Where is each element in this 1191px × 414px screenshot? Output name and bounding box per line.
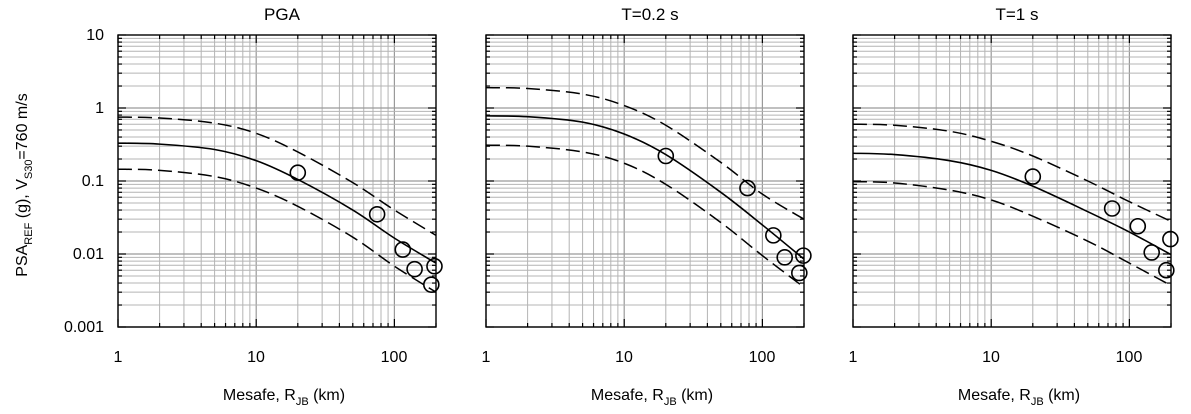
panel-pga: PGA 1 10 100 Mesafe, RJB (km): [114, 5, 443, 408]
bound-curve: [117, 168, 437, 293]
panel-title: T=1 s: [996, 5, 1039, 24]
observation-point: [394, 241, 412, 258]
observation-point: [657, 147, 675, 165]
y-label-sub2: S30: [23, 160, 35, 180]
observation-point: [1162, 230, 1179, 248]
plot-area: [852, 34, 1179, 328]
x-label-tail: (km): [309, 387, 345, 404]
observation-point: [1024, 168, 1042, 185]
x-label-sub: JB: [296, 396, 309, 408]
observation-point: [791, 264, 808, 282]
observation-point: [1103, 200, 1121, 217]
observation-point: [368, 205, 386, 223]
panel-t02: T=0.2 s 1 10 100 Mesafe, RJB (km): [482, 5, 812, 408]
x-tick-label: 100: [1116, 349, 1143, 366]
observation-point: [426, 257, 443, 275]
x-label-sub: JB: [1031, 396, 1044, 408]
x-label-main: Mesafe, R: [958, 387, 1031, 404]
observation-point: [1158, 261, 1175, 279]
observation-point: [406, 260, 423, 278]
x-label-main: Mesafe, R: [591, 387, 664, 404]
panel-title: T=0.2 s: [621, 5, 678, 24]
x-tick-label: 1: [849, 349, 858, 366]
y-tick-label: 0.001: [64, 319, 104, 336]
observation-point: [1129, 217, 1147, 235]
x-tick-label: 100: [749, 349, 776, 366]
x-tick-label: 10: [982, 349, 1000, 366]
bound-curve: [117, 116, 437, 237]
bound-curve: [485, 86, 805, 220]
x-label-tail: (km): [677, 387, 713, 404]
x-tick-label: 1: [482, 349, 491, 366]
panel-title: PGA: [264, 5, 301, 24]
x-axis-label: Mesafe, RJB (km): [591, 387, 713, 408]
panel-t1: T=1 s 1 10 100 Mesafe, RJB (km): [849, 5, 1179, 408]
x-tick-label: 10: [247, 349, 265, 366]
observation-point: [423, 276, 440, 293]
x-label-main: Mesafe, R: [223, 387, 296, 404]
median-curve: [852, 152, 1172, 256]
observation-point: [289, 164, 307, 181]
plot-area: [117, 34, 443, 328]
median-curve: [117, 142, 437, 264]
x-label-tail: (km): [1044, 387, 1080, 404]
y-tick-label: 10: [86, 27, 104, 44]
y-label-tail: =760 m/s: [14, 93, 31, 159]
bound-curve: [852, 180, 1172, 287]
median-curve: [485, 115, 805, 260]
y-tick-label: 0.1: [82, 173, 104, 190]
y-axis-label: PSAREF (g), VS30=760 m/s: [14, 93, 35, 276]
bound-curve: [852, 123, 1172, 223]
x-tick-label: 100: [381, 349, 408, 366]
y-label-sub1: REF: [23, 222, 35, 244]
x-tick-label: 1: [114, 349, 123, 366]
observation-point: [795, 247, 812, 264]
y-tick-label: 0.01: [73, 246, 104, 263]
bound-curve: [485, 144, 805, 288]
observation-point: [776, 249, 793, 266]
observation-point: [765, 227, 782, 244]
x-tick-label: 10: [615, 349, 633, 366]
plot-area: [485, 34, 812, 328]
observation-point: [1143, 244, 1160, 261]
x-axis-label: Mesafe, RJB (km): [958, 387, 1080, 408]
observation-point: [739, 179, 756, 197]
x-axis-label: Mesafe, RJB (km): [223, 387, 345, 408]
y-label-main: PSA: [14, 244, 31, 276]
y-tick-label: 1: [95, 100, 104, 117]
y-label-mid: (g), V: [14, 179, 31, 223]
x-label-sub: JB: [664, 396, 677, 408]
